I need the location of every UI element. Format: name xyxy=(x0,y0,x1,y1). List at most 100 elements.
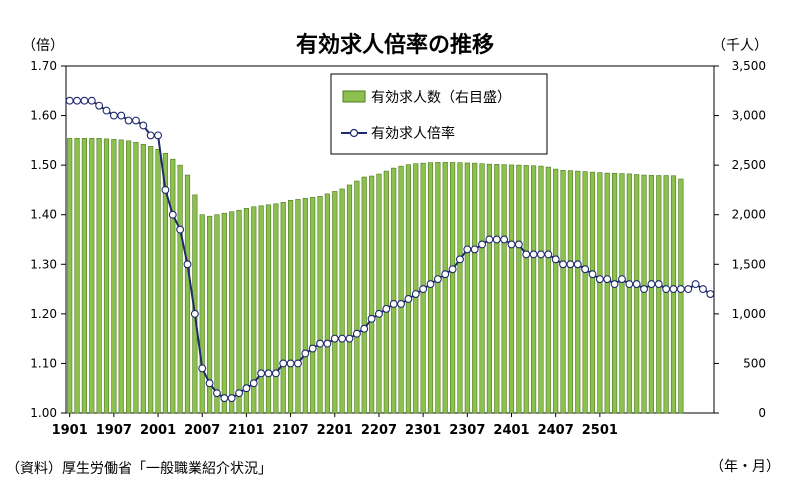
ratio-point xyxy=(551,255,560,264)
ratio-point xyxy=(345,334,354,343)
ratio-point xyxy=(316,339,324,348)
plot-area xyxy=(65,65,715,414)
ratio-point xyxy=(227,394,236,403)
ratio-point xyxy=(411,290,420,298)
bar xyxy=(162,152,169,414)
bar xyxy=(508,164,515,414)
ratio-point xyxy=(330,334,339,343)
ratio-point xyxy=(102,106,111,115)
x-tick-label: 2207 xyxy=(361,423,397,438)
bar xyxy=(538,165,544,414)
ratio-point xyxy=(124,116,133,125)
x-tick-label: 2201 xyxy=(317,423,353,438)
right-tick-label: 500 xyxy=(743,356,766,370)
ratio-point xyxy=(242,384,251,393)
x-tick-label: 1907 xyxy=(96,423,132,438)
bar xyxy=(369,175,375,414)
bar xyxy=(265,204,272,414)
ratio-point xyxy=(603,275,612,284)
ratio-point xyxy=(514,240,523,249)
ratio-point xyxy=(492,235,501,244)
bar xyxy=(604,172,610,414)
bar xyxy=(663,175,669,414)
x-axis: 1901 1907 2001 2007 2101 2107 2201 2207 2301 2307… xyxy=(52,413,618,438)
bar xyxy=(361,176,367,414)
ratio-point xyxy=(389,299,398,308)
left-tick-label: 1.60 xyxy=(30,109,57,123)
ratio-point xyxy=(500,235,509,244)
bar xyxy=(457,162,463,414)
bar xyxy=(501,164,507,414)
right-tick-label: 1,000 xyxy=(732,307,766,321)
bar xyxy=(479,163,485,414)
bar xyxy=(199,214,205,414)
ratio-point xyxy=(404,295,413,303)
ratio-point xyxy=(308,344,317,353)
bar xyxy=(678,178,684,414)
bar xyxy=(575,170,581,414)
ratio-point xyxy=(87,96,96,105)
ratio-point xyxy=(146,131,155,140)
legend-bar-swatch xyxy=(342,90,366,103)
bar xyxy=(251,206,257,414)
ratio-point xyxy=(382,304,391,313)
bar xyxy=(398,165,404,414)
bar xyxy=(435,162,441,414)
x-tick-label: 2301 xyxy=(405,423,441,438)
ratio-point xyxy=(706,290,715,298)
ratio-point xyxy=(662,285,671,294)
ratio-point xyxy=(80,96,89,105)
bar xyxy=(442,162,448,414)
ratio-point xyxy=(286,359,295,368)
bar xyxy=(346,184,353,414)
ratio-point xyxy=(220,394,229,403)
left-tick-label: 1.10 xyxy=(30,356,57,370)
ratio-point xyxy=(360,324,369,333)
bar xyxy=(354,180,360,414)
ratio-point xyxy=(117,111,126,120)
ratio-point xyxy=(507,240,516,249)
bar xyxy=(243,207,250,414)
left-axis-unit: （倍） xyxy=(22,38,64,54)
left-tick-label: 1.70 xyxy=(30,59,57,73)
bar xyxy=(81,138,87,414)
ratio-point xyxy=(448,265,457,274)
right-tick-label: 3,000 xyxy=(732,109,766,123)
bar xyxy=(96,138,102,414)
x-tick-label: 2501 xyxy=(582,423,618,438)
ratio-point xyxy=(397,299,405,308)
right-tick-label: 0 xyxy=(758,406,766,420)
right-tick-label: 3,500 xyxy=(732,59,766,73)
ratio-point xyxy=(544,250,553,259)
ratio-point xyxy=(669,285,678,294)
bar xyxy=(221,212,227,414)
right-tick-label: 2,500 xyxy=(732,158,766,172)
bar xyxy=(67,138,73,414)
bar xyxy=(133,142,139,414)
bar xyxy=(560,170,566,414)
ratio-point xyxy=(647,280,656,289)
legend-box xyxy=(330,73,548,155)
bar xyxy=(280,202,286,414)
x-tick-label: 2307 xyxy=(449,423,485,438)
ratio-point xyxy=(95,101,104,110)
left-axis: 1.00 1.10 1.20 1.30 1.40 1.50 1.60 1.70 xyxy=(30,59,66,420)
bar xyxy=(383,170,389,414)
left-tick-label: 1.50 xyxy=(30,158,57,172)
ratio-point xyxy=(529,250,538,259)
ratio-point xyxy=(257,369,266,378)
ratio-point xyxy=(419,285,428,294)
bar xyxy=(391,167,397,414)
ratio-point xyxy=(566,260,575,269)
bar xyxy=(324,193,331,414)
ratio-point xyxy=(588,270,597,279)
ratio-point xyxy=(478,240,486,249)
bar xyxy=(229,211,235,414)
ratio-point xyxy=(595,275,604,284)
bar xyxy=(582,171,588,414)
x-tick-label: 2407 xyxy=(538,423,574,438)
ratio-point xyxy=(676,285,685,294)
ratio-point xyxy=(139,121,148,130)
bar xyxy=(302,198,308,414)
bar xyxy=(670,175,677,414)
